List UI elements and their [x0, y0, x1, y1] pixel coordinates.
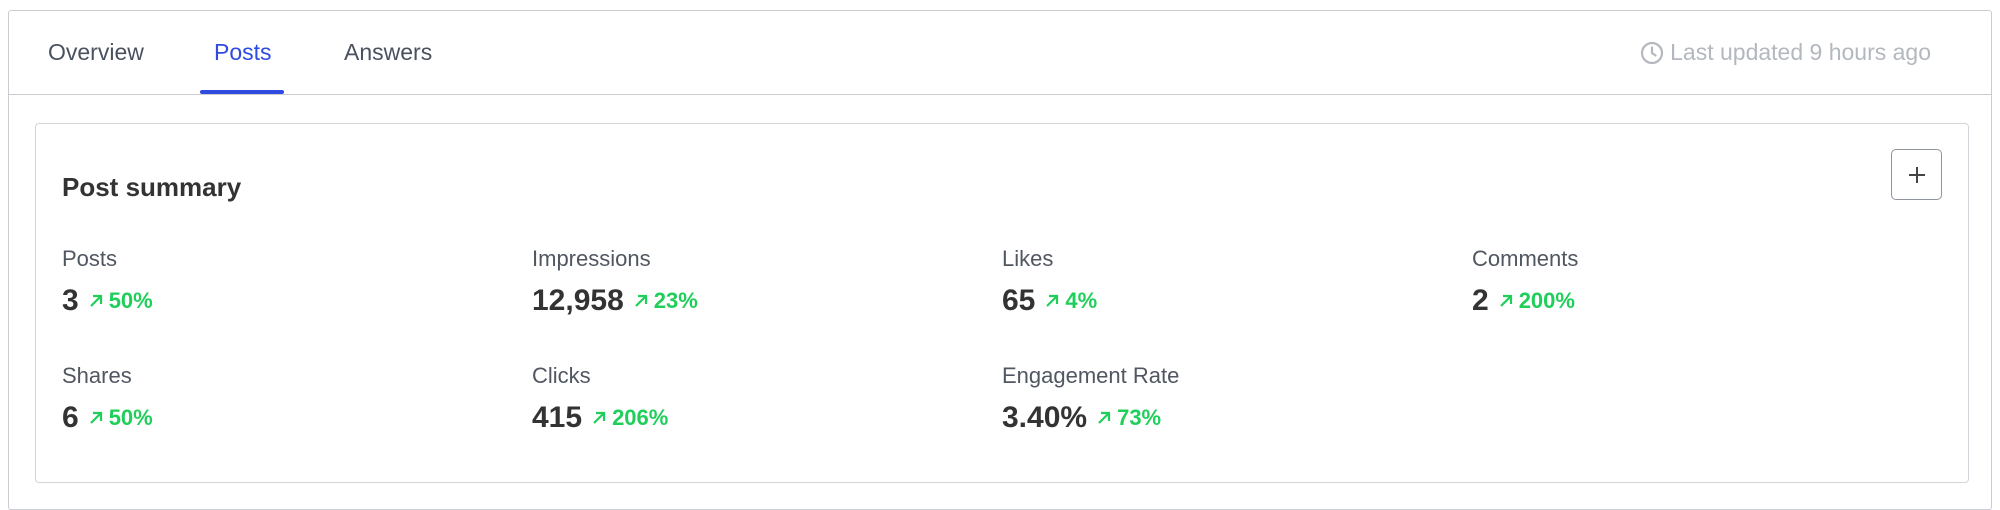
metric: Posts 3 50%	[62, 246, 153, 318]
metric-change: 73%	[1095, 405, 1161, 431]
metric-change-text: 50%	[108, 405, 153, 430]
metric-label: Posts	[62, 246, 118, 271]
metric-value: 3.40%	[1002, 401, 1088, 434]
metric: Engagement Rate 3.40% 73%	[1002, 363, 1179, 435]
metric-row: 3.40% 73%	[1002, 401, 1179, 435]
metric-value: 415	[532, 401, 583, 434]
up-arrow	[89, 294, 102, 307]
tab-bar: Overview Posts Answers Last updated 9 ho…	[9, 11, 1991, 95]
metric-label: Comments	[1472, 246, 1579, 271]
metric-value: 65	[1002, 284, 1036, 317]
metric-value: 6	[62, 401, 79, 434]
up-arrow	[1098, 411, 1111, 424]
metric-change-text: 4%	[1065, 288, 1098, 313]
add-button[interactable]	[1891, 149, 1942, 200]
last-updated: Last updated 9 hours ago	[1640, 39, 1931, 66]
card-title: Post summary	[62, 172, 242, 202]
metric-label: Clicks	[532, 363, 591, 388]
metric-value: 2	[1472, 284, 1489, 317]
metric-value: 3	[62, 284, 79, 317]
metric: Clicks 415 206%	[532, 363, 668, 435]
metric-label: Shares	[62, 363, 132, 388]
tab-active[interactable]: Posts	[214, 39, 272, 65]
metric: Shares 6 50%	[62, 363, 153, 435]
panel: Overview Posts Answers Last updated 9 ho…	[8, 10, 1992, 510]
metric: Likes 65 4%	[1002, 246, 1097, 318]
metric: Impressions 12,958 23%	[532, 246, 698, 318]
summary-card: Post summary Posts 3 50% Impressions 12,958 2…	[35, 123, 1969, 483]
metric-row: 3 50%	[62, 284, 153, 318]
metric-change: 23%	[632, 288, 698, 314]
metric-row: 12,958 23%	[532, 284, 698, 318]
metric-row: 65 4%	[1002, 284, 1097, 318]
metric: Comments 2 200%	[1472, 246, 1578, 318]
up-arrow	[634, 294, 647, 307]
tab-indicator	[200, 90, 284, 94]
tab[interactable]: Answers	[344, 39, 433, 65]
up-arrow	[1499, 294, 1512, 307]
tab[interactable]: Overview	[48, 39, 144, 65]
metric-change: 50%	[87, 288, 153, 314]
metric-change: 200%	[1497, 288, 1575, 314]
up-arrow	[89, 411, 102, 424]
plus-icon	[1908, 166, 1925, 183]
metric-label: Engagement Rate	[1002, 363, 1180, 388]
last-updated-text: Last updated 9 hours ago	[1670, 39, 1931, 65]
metric-change: 206%	[590, 405, 668, 431]
metric-row: 415 206%	[532, 401, 668, 435]
clock-icon	[1641, 41, 1664, 64]
metric-label: Likes	[1002, 246, 1054, 271]
metric-row: 6 50%	[62, 401, 153, 435]
metric-change: 50%	[87, 405, 153, 431]
metric-change-text: 23%	[653, 288, 698, 313]
page: {"tabs": ["Overview", "Posts", "Answers"…	[8, 10, 1992, 510]
metric-value: 12,958	[532, 284, 624, 317]
metric-change: 4%	[1043, 288, 1097, 314]
up-arrow	[1046, 294, 1059, 307]
metric-row: 2 200%	[1472, 284, 1578, 318]
metric-change-text: 50%	[108, 288, 153, 313]
metric-change-text: 73%	[1117, 405, 1162, 430]
up-arrow	[593, 411, 606, 424]
metric-change-text: 206%	[612, 405, 669, 430]
metric-label: Impressions	[532, 246, 651, 271]
metric-change-text: 200%	[1518, 288, 1575, 313]
